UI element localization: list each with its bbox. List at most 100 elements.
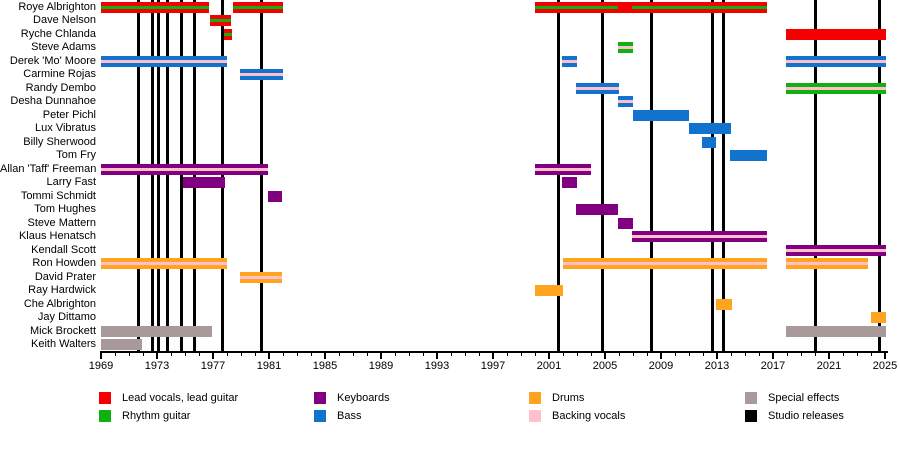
timeline-bar [563, 258, 767, 269]
legend-label: Drums [552, 392, 585, 404]
axis-minor-tick [745, 353, 746, 356]
studio-release-line [166, 0, 169, 351]
axis-minor-tick [297, 353, 298, 356]
timeline-bar [786, 258, 868, 269]
timeline-bar [702, 136, 716, 148]
axis-minor-tick [479, 353, 480, 356]
axis-minor-tick [129, 353, 130, 356]
timeline-bar [786, 325, 886, 337]
studio-release-line [650, 0, 653, 351]
axis-major-tick [772, 353, 774, 359]
x-axis-line [100, 351, 888, 353]
bar-stripe [240, 73, 283, 76]
legend: Lead vocals, lead guitar Rhythm guitar Key… [0, 385, 900, 450]
axis-year-label: 1993 [424, 360, 450, 372]
legend-label: Bass [337, 410, 362, 422]
axis-year-label: 1977 [200, 360, 226, 372]
timeline-bar [871, 312, 886, 323]
bar-stripe [101, 262, 227, 265]
axis-major-tick [828, 353, 830, 359]
member-label: Lux Vibratus [35, 122, 96, 134]
axis-minor-tick [409, 353, 410, 356]
axis-major-tick [436, 353, 438, 359]
axis-year-label: 1997 [480, 360, 506, 372]
member-label: Jay Dittamo [37, 311, 96, 323]
member-label: Roye Albrighton [18, 0, 96, 13]
member-label: Kendall Scott [31, 243, 96, 256]
studio-release-line [878, 0, 881, 351]
timeline-bar [183, 177, 225, 188]
timeline-bar [101, 325, 212, 337]
legend-swatch-green [99, 410, 111, 422]
member-label: Mick Brockett [29, 324, 96, 337]
member-label: Dave Nelson [33, 14, 96, 26]
axis-minor-tick [311, 353, 312, 356]
axis-minor-tick [591, 353, 592, 356]
plot-area: Roye Albrighton Dave Nelson Ryche Chlanda S… [0, 0, 898, 372]
studio-release-line [814, 0, 817, 351]
studio-release-line [151, 0, 154, 351]
axis-year-label: 2021 [816, 360, 842, 372]
axis-major-tick [324, 353, 326, 359]
bar-stripe [233, 5, 283, 9]
axis-minor-tick [857, 353, 858, 356]
bar-stripe [618, 46, 633, 49]
axis-year-label: 2025 [872, 360, 898, 372]
studio-release-line [557, 0, 560, 351]
timeline-bar [268, 190, 282, 202]
axis-major-tick [716, 353, 718, 359]
timeline-bar [716, 298, 732, 310]
studio-release-line [221, 0, 224, 351]
studio-release-line [137, 0, 140, 351]
member-label: Tom Hughes [34, 203, 96, 215]
axis-minor-tick [521, 353, 522, 356]
member-label: Desha Dunnahoe [10, 95, 96, 107]
axis-minor-tick [731, 353, 732, 356]
member-label: Billy Sherwood [23, 135, 96, 148]
timeline-bar [101, 163, 268, 175]
studio-release-line [180, 0, 183, 351]
timeline-bar [730, 150, 767, 161]
member-label: Allan 'Taff' Freeman [0, 162, 97, 175]
member-label: Larry Fast [46, 176, 96, 188]
legend-swatch-purple [314, 392, 326, 404]
legend-swatch-mauve [745, 392, 757, 404]
bar-stripe [576, 86, 619, 90]
axis-minor-tick [619, 353, 620, 356]
axis-major-tick [268, 353, 270, 359]
studio-release-line [193, 0, 196, 351]
timeline-bar [101, 1, 209, 13]
member-label: Randy Dembo [25, 81, 96, 94]
axis-minor-tick [367, 353, 368, 356]
member-label: Steve Mattern [27, 216, 96, 229]
member-label: Carmine Rojas [23, 68, 96, 80]
axis-year-label: 2001 [536, 360, 562, 372]
timeline-bar [240, 69, 283, 80]
member-label: Tommi Schmidt [20, 189, 96, 202]
axis-minor-tick [535, 353, 536, 356]
timeline-bar [576, 82, 619, 94]
member-label: Peter Pichl [42, 108, 96, 121]
member-label: David Prater [34, 270, 96, 283]
member-label: Keith Walters [30, 338, 96, 350]
axis-minor-tick [395, 353, 396, 356]
axis-minor-tick [675, 353, 676, 356]
axis-year-label: 2017 [760, 360, 786, 372]
member-label: Ray Hardwick [28, 284, 96, 296]
axis-minor-tick [143, 353, 144, 356]
axis-major-tick [884, 353, 886, 359]
axis-minor-tick [815, 353, 816, 356]
axis-minor-tick [787, 353, 788, 356]
bar-stripe [535, 167, 591, 171]
axis-major-tick [492, 353, 494, 359]
axis-major-tick [380, 353, 382, 359]
bar-stripe [562, 59, 577, 63]
axis-minor-tick [563, 353, 564, 356]
bar-stripe [786, 248, 886, 252]
studio-release-line [260, 0, 263, 351]
axis-minor-tick [339, 353, 340, 356]
timeline-bar [562, 177, 577, 188]
axis-minor-tick [171, 353, 172, 356]
axis-minor-tick [689, 353, 690, 356]
